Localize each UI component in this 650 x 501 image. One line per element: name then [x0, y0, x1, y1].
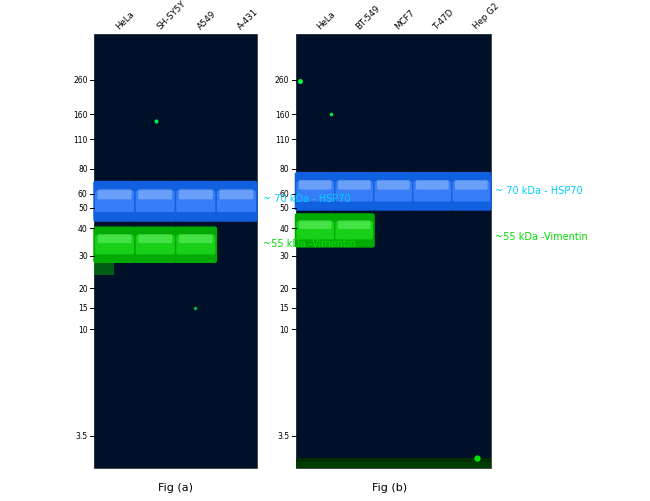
Text: 30: 30: [78, 252, 88, 261]
Text: A549: A549: [196, 9, 218, 31]
FancyBboxPatch shape: [176, 235, 215, 255]
Text: 80: 80: [280, 165, 289, 174]
FancyBboxPatch shape: [296, 182, 334, 202]
FancyBboxPatch shape: [294, 214, 336, 248]
FancyBboxPatch shape: [98, 234, 131, 243]
Text: 50: 50: [78, 204, 88, 213]
FancyBboxPatch shape: [98, 190, 131, 200]
Text: 3.5: 3.5: [277, 431, 289, 440]
FancyBboxPatch shape: [94, 227, 136, 264]
FancyBboxPatch shape: [372, 173, 414, 211]
Text: MCF7: MCF7: [393, 8, 417, 31]
FancyBboxPatch shape: [377, 180, 410, 190]
FancyBboxPatch shape: [335, 182, 373, 202]
Text: Fig (b): Fig (b): [372, 482, 408, 492]
Text: 40: 40: [78, 224, 88, 233]
FancyBboxPatch shape: [338, 221, 370, 229]
Bar: [296, 457, 491, 468]
FancyBboxPatch shape: [335, 222, 373, 240]
Text: 60: 60: [280, 189, 289, 198]
Bar: [94, 35, 257, 468]
FancyBboxPatch shape: [174, 181, 217, 222]
Text: ~ 70 kDa - HSP70: ~ 70 kDa - HSP70: [263, 194, 351, 204]
Text: T-47D: T-47D: [432, 7, 456, 31]
FancyBboxPatch shape: [333, 214, 375, 248]
FancyBboxPatch shape: [136, 191, 175, 212]
FancyBboxPatch shape: [134, 227, 177, 264]
Bar: [296, 35, 491, 468]
FancyBboxPatch shape: [413, 182, 451, 202]
Text: ~55 kDa -Vimentin: ~55 kDa -Vimentin: [263, 239, 356, 249]
FancyBboxPatch shape: [416, 180, 448, 190]
Text: HeLa: HeLa: [315, 10, 337, 31]
FancyBboxPatch shape: [174, 227, 217, 264]
FancyBboxPatch shape: [333, 173, 375, 211]
Bar: [94, 241, 114, 276]
FancyBboxPatch shape: [217, 191, 256, 212]
FancyBboxPatch shape: [176, 191, 215, 212]
FancyBboxPatch shape: [299, 221, 332, 229]
Text: 110: 110: [275, 135, 289, 144]
FancyBboxPatch shape: [294, 173, 336, 211]
FancyBboxPatch shape: [136, 235, 175, 255]
Text: 20: 20: [78, 284, 88, 293]
Text: 40: 40: [280, 224, 289, 233]
FancyBboxPatch shape: [296, 222, 334, 240]
Text: 10: 10: [78, 325, 88, 334]
FancyBboxPatch shape: [179, 234, 213, 243]
FancyBboxPatch shape: [215, 181, 257, 222]
FancyBboxPatch shape: [220, 190, 254, 200]
Text: 15: 15: [78, 304, 88, 313]
Text: 260: 260: [73, 76, 88, 85]
Bar: [296, 462, 491, 468]
FancyBboxPatch shape: [95, 235, 134, 255]
Text: A-431: A-431: [237, 7, 261, 31]
Text: 3.5: 3.5: [75, 431, 88, 440]
Text: 160: 160: [275, 111, 289, 120]
FancyBboxPatch shape: [299, 180, 332, 190]
Bar: [296, 35, 491, 468]
Text: 15: 15: [280, 304, 289, 313]
Text: SH-SY5Y: SH-SY5Y: [155, 0, 187, 31]
Text: 50: 50: [280, 204, 289, 213]
Text: 30: 30: [280, 252, 289, 261]
FancyBboxPatch shape: [455, 180, 488, 190]
Text: 20: 20: [280, 284, 289, 293]
Text: 110: 110: [73, 135, 88, 144]
FancyBboxPatch shape: [179, 190, 213, 200]
Text: ~55 kDa -Vimentin: ~55 kDa -Vimentin: [495, 231, 588, 241]
Text: 80: 80: [78, 165, 88, 174]
Text: 60: 60: [78, 189, 88, 198]
Text: BT-549: BT-549: [354, 4, 382, 31]
Bar: [94, 35, 257, 468]
FancyBboxPatch shape: [374, 182, 412, 202]
FancyBboxPatch shape: [452, 182, 490, 202]
FancyBboxPatch shape: [138, 234, 172, 243]
Text: Fig (a): Fig (a): [158, 482, 193, 492]
FancyBboxPatch shape: [134, 181, 177, 222]
FancyBboxPatch shape: [450, 173, 492, 211]
FancyBboxPatch shape: [338, 180, 370, 190]
FancyBboxPatch shape: [138, 190, 172, 200]
Text: 160: 160: [73, 111, 88, 120]
FancyBboxPatch shape: [411, 173, 453, 211]
FancyBboxPatch shape: [94, 181, 136, 222]
Text: HeLa: HeLa: [114, 10, 136, 31]
Text: 10: 10: [280, 325, 289, 334]
Text: ~ 70 kDa - HSP70: ~ 70 kDa - HSP70: [495, 186, 583, 196]
Text: 260: 260: [275, 76, 289, 85]
Text: Hep G2: Hep G2: [471, 2, 500, 31]
FancyBboxPatch shape: [95, 191, 134, 212]
